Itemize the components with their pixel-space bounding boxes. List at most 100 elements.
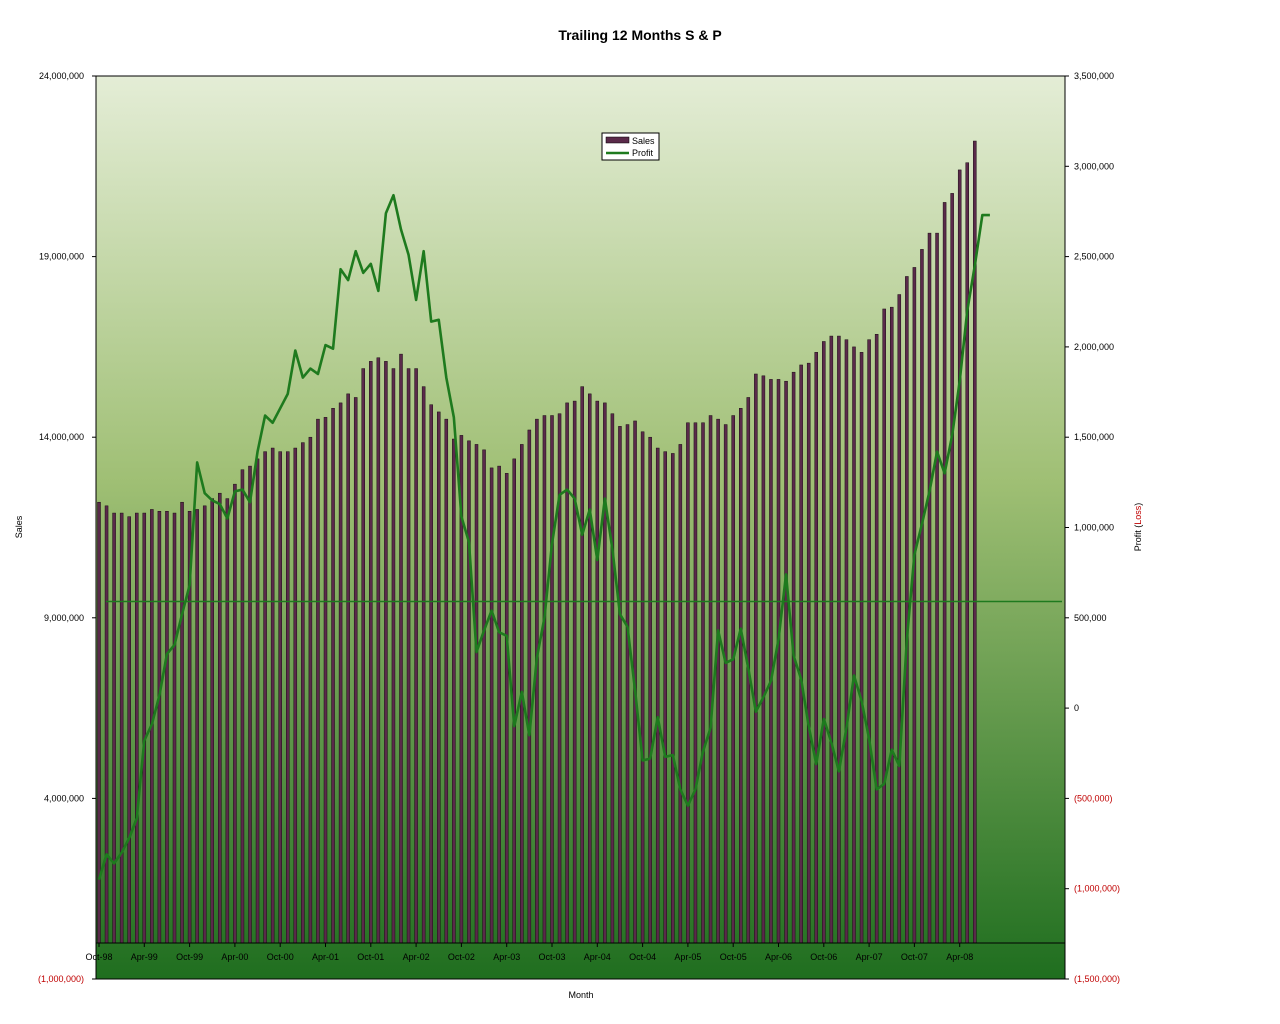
- sales-bar: [293, 447, 298, 944]
- sales-bar: [776, 379, 781, 944]
- sales-bar: [550, 415, 554, 944]
- sales-bar: [278, 451, 282, 944]
- y2-tick-label: 1,500,000: [1074, 432, 1114, 442]
- y2-axis-label: Profit (Loss): [1133, 503, 1143, 552]
- sales-bar: [489, 467, 494, 944]
- sales-bar: [135, 512, 139, 944]
- sales-bar: [399, 353, 403, 944]
- sales-bar: [218, 492, 222, 944]
- sales-bar: [663, 451, 667, 944]
- sales-bar: [346, 393, 350, 944]
- sales-bar: [867, 339, 871, 944]
- sales-bar: [391, 368, 396, 944]
- sales-bar: [822, 341, 826, 944]
- x-tick-label: Oct-02: [448, 952, 475, 962]
- sales-bar: [588, 393, 592, 944]
- sales-bar: [837, 335, 841, 944]
- sales-bar: [127, 516, 131, 944]
- sales-bar: [353, 397, 358, 944]
- sales-bar: [844, 339, 849, 944]
- y2-tick-label: 1,000,000: [1074, 523, 1114, 533]
- y-tick-label: (1,000,000): [38, 974, 84, 984]
- sales-bar: [338, 402, 343, 944]
- y2-tick-label: 0: [1074, 703, 1079, 713]
- sales-bar: [731, 415, 735, 944]
- sales-bar: [542, 415, 547, 944]
- sales-bar: [701, 422, 705, 944]
- sales-bar: [671, 453, 675, 944]
- sales-bar: [504, 473, 509, 944]
- x-tick-label: Apr-03: [493, 952, 520, 962]
- x-tick-label: Apr-06: [765, 952, 792, 962]
- sales-bar: [421, 386, 426, 944]
- sales-bar: [452, 438, 456, 944]
- y2-axis-label-part3: ): [1133, 503, 1143, 506]
- sales-bar: [784, 380, 788, 944]
- sales-bar: [595, 400, 600, 944]
- sales-bar: [565, 402, 569, 944]
- sales-bar: [255, 458, 260, 944]
- x-tick-label: Apr-02: [403, 952, 430, 962]
- x-tick-label: Apr-00: [221, 952, 248, 962]
- sales-bar: [814, 352, 818, 944]
- sales-bar: [180, 501, 184, 944]
- sales-bar: [716, 418, 720, 944]
- sales-bar: [686, 422, 690, 944]
- sales-bar: [225, 498, 230, 944]
- sales-bar: [859, 352, 864, 944]
- y2-tick-label: 2,000,000: [1074, 342, 1114, 352]
- sales-bar: [693, 422, 698, 944]
- sales-bar: [618, 426, 622, 944]
- sales-bar: [761, 375, 766, 944]
- y2-tick-label: 2,500,000: [1074, 252, 1114, 262]
- y2-axis-label-part1: Profit (: [1133, 525, 1143, 552]
- sales-bar: [965, 162, 969, 944]
- sales-bar: [678, 444, 683, 944]
- sales-bar: [308, 436, 313, 944]
- y2-tick-label: 3,500,000: [1074, 71, 1114, 81]
- sales-bar: [414, 368, 418, 944]
- sales-bar: [165, 511, 169, 944]
- sales-bar: [603, 402, 607, 944]
- sales-bar: [927, 232, 932, 944]
- y2-tick-label: (500,000): [1074, 793, 1113, 803]
- sales-bar: [248, 465, 252, 944]
- sales-bar: [739, 408, 743, 944]
- sales-bar: [648, 436, 652, 944]
- sales-bar: [912, 267, 917, 944]
- sales-bar: [467, 440, 471, 944]
- x-tick-label: Apr-05: [674, 952, 701, 962]
- x-tick-label: Apr-07: [856, 952, 883, 962]
- sales-bar: [882, 308, 886, 944]
- sales-bar: [406, 368, 411, 944]
- y2-axis-ticks: (1,500,000) (1,000,000) (500,000) 0 500,000 1…: [1065, 71, 1120, 984]
- sales-bar: [142, 512, 147, 944]
- sales-bar: [874, 334, 879, 944]
- x-tick-label: Oct-07: [901, 952, 928, 962]
- sales-bar: [104, 505, 109, 944]
- sales-bar: [301, 442, 305, 944]
- sales-bar: [384, 361, 388, 944]
- sales-bar: [572, 400, 577, 944]
- x-axis-label: Month: [568, 990, 593, 1000]
- x-tick-label: Apr-08: [946, 952, 973, 962]
- sales-bar: [640, 431, 645, 944]
- x-tick-label: Apr-04: [584, 952, 611, 962]
- legend-profit-label: Profit: [632, 148, 654, 158]
- sales-bar: [376, 357, 381, 944]
- x-tick-label: Oct-05: [720, 952, 747, 962]
- sales-bar: [655, 447, 660, 944]
- legend-sales-swatch: [605, 136, 630, 144]
- sales-bar: [202, 505, 207, 944]
- y-tick-label: 9,000,000: [44, 613, 84, 623]
- sales-bar: [935, 232, 939, 944]
- sales-bar: [444, 418, 449, 944]
- y2-tick-label: 500,000: [1074, 613, 1107, 623]
- y-tick-label: 4,000,000: [44, 793, 84, 803]
- profit-line: [97, 193, 990, 881]
- sales-bar: [769, 379, 773, 944]
- sales-bar: [957, 169, 962, 944]
- sales-bar: [361, 368, 365, 944]
- x-tick-label: Oct-00: [267, 952, 294, 962]
